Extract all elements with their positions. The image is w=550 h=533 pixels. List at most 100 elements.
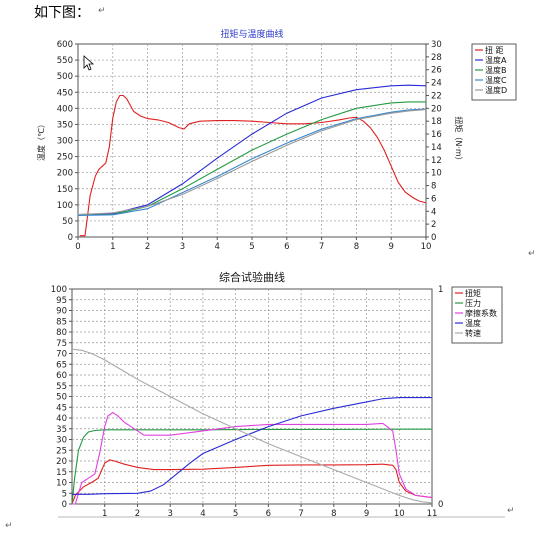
y2-tick-label: 14 [431, 143, 442, 153]
y-tick-label: 80 [56, 328, 67, 338]
y-tick-label: 600 [57, 40, 73, 50]
series-line [71, 348, 433, 504]
y-tick-label: 85 [56, 317, 67, 327]
y-tick-label: 500 [57, 72, 73, 82]
x-tick-label: 2 [145, 242, 150, 252]
y-tick-label: 250 [57, 153, 73, 163]
y2-tick-label: 22 [431, 91, 442, 101]
x-tick-label: 10 [421, 242, 432, 252]
torque-temperature-chart: 扭矩与温度曲线050100150200250300350400450500550… [36, 28, 517, 252]
y2-tick-label: 28 [431, 53, 442, 63]
y-tick-label: 100 [51, 285, 67, 295]
y-tick-label: 0 [68, 233, 73, 243]
y-tick-label: 400 [57, 104, 73, 114]
legend-label: 扭 距 [485, 45, 504, 55]
y-tick-label: 95 [56, 296, 67, 306]
chart-title: 扭矩与温度曲线 [220, 28, 283, 40]
y-tick-label: 50 [62, 217, 73, 227]
y2-tick-label: 20 [431, 104, 442, 114]
y2-tick-label: 18 [431, 117, 442, 127]
series-line [71, 459, 433, 505]
y-tick-label: 150 [57, 185, 73, 195]
y2-tick-label: 16 [431, 130, 442, 140]
x-tick-label: 0 [75, 242, 80, 252]
y-tick-label: 5 [62, 489, 67, 499]
x-tick-label: 8 [331, 509, 336, 519]
y2-tick-label: 30 [431, 40, 442, 50]
legend-box [471, 43, 517, 101]
legend-label: 扭矩 [465, 288, 481, 298]
paragraph-mark: ↵ [507, 506, 515, 516]
y-tick-label: 40 [56, 414, 67, 424]
y-tick-label: 0 [62, 500, 67, 510]
series-line [77, 84, 427, 216]
y2-tick-label: 0 [431, 233, 436, 243]
series-line [79, 94, 427, 237]
y-tick-label: 70 [56, 350, 67, 360]
y-tick-label: 100 [57, 201, 73, 211]
y-axis-label: 温度（℃） [36, 120, 46, 161]
series-line [77, 108, 427, 216]
y-tick-label: 50 [56, 393, 67, 403]
y-tick-label: 550 [57, 56, 73, 66]
y-tick-label: 300 [57, 137, 73, 147]
y-tick-label: 90 [56, 307, 67, 317]
mouse-cursor-icon [83, 55, 95, 71]
combined-test-chart: 综合试验曲线0510152025303540455055606570758085… [51, 270, 505, 519]
x-tick-label: 10 [394, 509, 405, 519]
y-tick-label: 10 [56, 479, 67, 489]
x-tick-label: 4 [214, 242, 219, 252]
legend-label: 压力 [465, 298, 481, 308]
x-tick-label: 6 [266, 509, 271, 519]
x-tick-label: 11 [427, 509, 438, 519]
chart-title: 综合试验曲线 [219, 270, 285, 284]
x-tick-label: 3 [180, 242, 185, 252]
intro-text: 如下图： [34, 5, 90, 21]
y2-tick-label: 8 [431, 182, 436, 192]
x-tick-label: 5 [249, 242, 254, 252]
legend-label: 温度 [465, 318, 481, 328]
y2-tick-label: 1 [438, 285, 443, 295]
x-tick-label: 8 [354, 242, 359, 252]
legend-label: 温度D [485, 85, 507, 95]
x-tick-label: 5 [233, 509, 238, 519]
y2-tick-label: 26 [431, 66, 442, 76]
y-tick-label: 200 [57, 169, 73, 179]
legend-box [451, 286, 503, 344]
legend-label: 转速 [465, 328, 481, 338]
x-tick-label: 7 [298, 509, 303, 519]
y-tick-label: 45 [56, 403, 67, 413]
y-tick-label: 450 [57, 88, 73, 98]
y2-tick-label: 6 [431, 194, 436, 204]
series-line [72, 397, 432, 495]
series-line [71, 428, 432, 505]
x-tick-label: 9 [388, 242, 393, 252]
paragraph-mark: ↵ [528, 249, 536, 259]
y-tick-label: 15 [56, 468, 67, 478]
legend-label: 温度A [485, 55, 507, 65]
y2-tick-label: 0 [438, 500, 443, 510]
paragraph-mark: ↵ [5, 521, 13, 531]
x-tick-label: 4 [200, 509, 205, 519]
y-tick-label: 25 [56, 446, 67, 456]
x-tick-label: 7 [319, 242, 324, 252]
legend-label: 温度C [485, 75, 507, 85]
y-tick-label: 35 [56, 425, 67, 435]
x-tick-label: 3 [167, 509, 172, 519]
y2-tick-label: 24 [431, 79, 442, 89]
y-tick-label: 20 [56, 457, 67, 467]
y2-tick-label: 12 [431, 156, 442, 166]
x-tick-label: 9 [364, 509, 369, 519]
x-tick-label: 1 [102, 509, 107, 519]
legend-label: 温度B [485, 65, 507, 75]
x-tick-label: 1 [110, 242, 115, 252]
x-tick-label: 6 [284, 242, 289, 252]
y-tick-label: 350 [57, 120, 73, 130]
legend-label: 摩擦系数 [465, 308, 497, 318]
y-tick-label: 55 [56, 382, 67, 392]
paragraph-mark: ↵ [98, 6, 106, 16]
y-tick-label: 30 [56, 436, 67, 446]
y-tick-label: 60 [56, 371, 67, 381]
y-tick-label: 75 [56, 339, 67, 349]
series-line [72, 411, 433, 505]
